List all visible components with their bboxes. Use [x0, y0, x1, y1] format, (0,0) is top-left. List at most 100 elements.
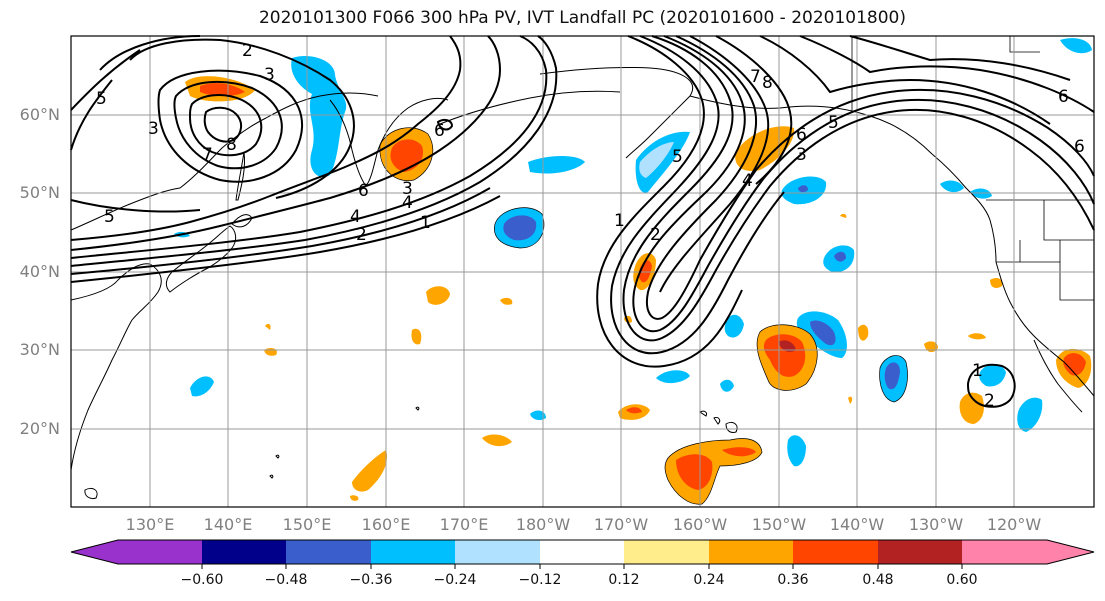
- contour-label: 6: [1074, 137, 1085, 157]
- shade-patch: [1060, 38, 1092, 54]
- shade-patch: [724, 314, 744, 338]
- gridlines: [71, 36, 1094, 507]
- lon-label-120w: 120°W: [986, 515, 1042, 534]
- colorbar-tick-label: −0.36: [349, 572, 393, 588]
- contour-label: 2: [242, 41, 253, 61]
- colorbar-bin: [286, 540, 371, 564]
- lat-label-30n: 30°N: [19, 340, 60, 359]
- lon-label-170e: 170°E: [439, 515, 489, 534]
- contour-label: 6: [796, 125, 807, 145]
- contour-label: 5: [96, 89, 107, 109]
- lon-label-140e: 140°E: [203, 515, 253, 534]
- lon-label-150w: 150°W: [751, 515, 807, 534]
- contour-label: 3: [796, 145, 807, 165]
- colorbar-bin: [624, 540, 709, 564]
- colorbar: [70, 539, 1095, 569]
- shade-patch: [810, 320, 836, 346]
- colorbar-tick-label: 0.12: [608, 572, 640, 588]
- shade-patch: [1063, 353, 1086, 376]
- colorbar-tick-label: −0.24: [433, 572, 477, 588]
- contour-label: 3: [402, 179, 413, 199]
- colorbar-bin: [962, 540, 1047, 564]
- shade-patch: [426, 286, 450, 305]
- contour-label: 4: [350, 207, 361, 227]
- lat-label-60n: 60°N: [19, 105, 60, 124]
- shade-patch: [848, 396, 853, 404]
- shade-patch: [884, 362, 900, 390]
- lon-label-170w: 170°W: [593, 515, 649, 534]
- lon-label-130w: 130°W: [908, 515, 964, 534]
- shade-patch: [639, 142, 674, 178]
- contour-label: 5: [104, 207, 115, 227]
- colorbar-bin: [540, 540, 624, 564]
- shade-patch: [722, 447, 756, 457]
- lon-label-160w: 160°W: [672, 515, 728, 534]
- contour-label: 6: [358, 181, 369, 201]
- contour-label: 2: [650, 225, 661, 245]
- shade-patch: [959, 392, 984, 424]
- contour-label: 2: [356, 225, 367, 245]
- shade-patch: [352, 450, 388, 492]
- shade-patch: [265, 323, 271, 330]
- colorbar-extend-left: [71, 540, 118, 564]
- colorbar-outline: [70, 539, 1095, 565]
- shade-patch: [858, 324, 869, 341]
- shade-patch: [500, 297, 513, 305]
- lat-label-40n: 40°N: [19, 262, 60, 281]
- shade-patch: [676, 454, 713, 490]
- contour-label: 5: [828, 113, 839, 133]
- contour-label: 3: [264, 65, 275, 85]
- contour-label: 7: [750, 67, 761, 87]
- colorbar-bin: [202, 540, 286, 564]
- colorbar-tick-label: 0.36: [777, 572, 809, 588]
- contour-label: 5: [672, 147, 683, 167]
- contour-label: 1: [972, 361, 983, 381]
- shade-patch: [350, 495, 359, 501]
- colorbar-extend-right: [1047, 540, 1094, 564]
- shade-patch: [656, 370, 690, 384]
- contour-label: 7: [202, 145, 213, 165]
- political-borders: [851, 36, 1094, 301]
- shade-patch: [840, 213, 847, 218]
- shade-patch: [968, 333, 986, 340]
- shade-patch: [990, 278, 1003, 288]
- map-title: 2020101300 F066 300 hPa PV, IVT Landfall…: [258, 8, 906, 28]
- shade-patch: [979, 364, 1006, 387]
- shade-patch: [970, 188, 992, 199]
- contour-label: 8: [762, 73, 773, 93]
- colorbar-tick-label: −0.60: [180, 572, 224, 588]
- lon-label-130e: 130°E: [125, 515, 175, 534]
- lon-label-160e: 160°E: [361, 515, 411, 534]
- shade-outlines: [379, 127, 908, 505]
- shade-patch: [200, 83, 245, 97]
- shade-patch: [924, 341, 938, 353]
- colorbar-bin: [118, 540, 202, 564]
- contour-label: 1: [420, 213, 431, 233]
- colorbar-tick-label: 0.24: [693, 572, 725, 588]
- shade-patch: [528, 156, 585, 174]
- shade-patch: [626, 407, 642, 414]
- shade-patch: [834, 251, 846, 262]
- colorbar-tick-label: 0.48: [862, 572, 894, 588]
- contour-labels: 2 3 3 4 5 6 7 8 2 3 4 5 6 1 1 2 3 4 5 6 …: [96, 41, 1085, 411]
- shade-patch: [291, 55, 347, 178]
- shade-patch: [798, 185, 808, 193]
- colorbar-bin: [709, 540, 793, 564]
- shade-patch: [482, 434, 512, 447]
- contour-label: 6: [434, 121, 445, 141]
- contour-label: 6: [1058, 87, 1069, 107]
- shade-patch: [503, 215, 537, 241]
- shade-patch: [1017, 397, 1043, 432]
- contour-label: 8: [226, 135, 237, 155]
- contour-label: 3: [148, 119, 159, 139]
- lat-label-20n: 20°N: [19, 419, 60, 438]
- shade-patch: [411, 328, 422, 345]
- lon-label-150e: 150°E: [282, 515, 332, 534]
- contour-label: 4: [402, 193, 413, 213]
- colorbar-tick-label: 0.60: [946, 572, 978, 588]
- colorbar-bin: [878, 540, 962, 564]
- shade-patch: [530, 410, 546, 421]
- shade-patch: [940, 180, 964, 193]
- colorbar-tick-label: −0.12: [518, 572, 562, 588]
